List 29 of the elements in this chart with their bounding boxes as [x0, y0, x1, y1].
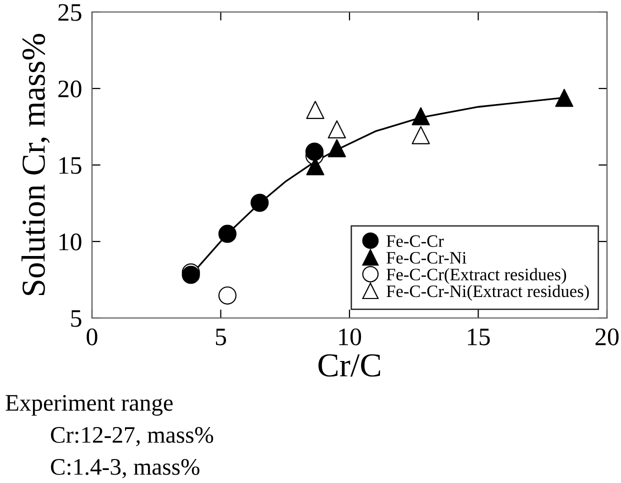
point: [328, 139, 346, 158]
point: [555, 88, 574, 107]
y-tick-label: 15: [59, 157, 82, 174]
x-tick-label: 5: [216, 328, 226, 346]
text: Experiment range: [6, 394, 173, 416]
point: [218, 224, 237, 243]
x-tick-label: 0: [86, 328, 98, 346]
x-tick-label: 20: [596, 328, 619, 346]
legend-label: Fe-C-Cr-Ni: [386, 252, 466, 264]
y-tick-label: 20: [58, 80, 82, 98]
point: [412, 126, 430, 144]
point: [218, 286, 237, 305]
text: Cr:12-27, mass%: [50, 426, 214, 446]
x-tick-label: 15: [468, 328, 490, 346]
legend-label: Fe-C-Cr(Extract residues): [386, 268, 566, 284]
y-tick-label: 5: [71, 310, 82, 327]
point: [328, 120, 346, 138]
point: [305, 142, 324, 161]
point: [250, 194, 269, 212]
x-tick-label: 10: [339, 328, 362, 346]
text: C:1.4-3, mass%: [50, 458, 200, 478]
y-axis-title: Solution Cr, mass%: [21, 34, 50, 295]
legend-label: Fe-C-Cr-Ni(Extract residues): [386, 284, 589, 301]
legend-label: Fe-C-Cr: [386, 235, 444, 247]
x-axis-title: Cr/C: [318, 354, 380, 377]
point: [412, 107, 430, 126]
y-tick-label: 10: [59, 234, 82, 250]
point: [306, 100, 324, 119]
y-tick-label: 25: [58, 4, 82, 21]
